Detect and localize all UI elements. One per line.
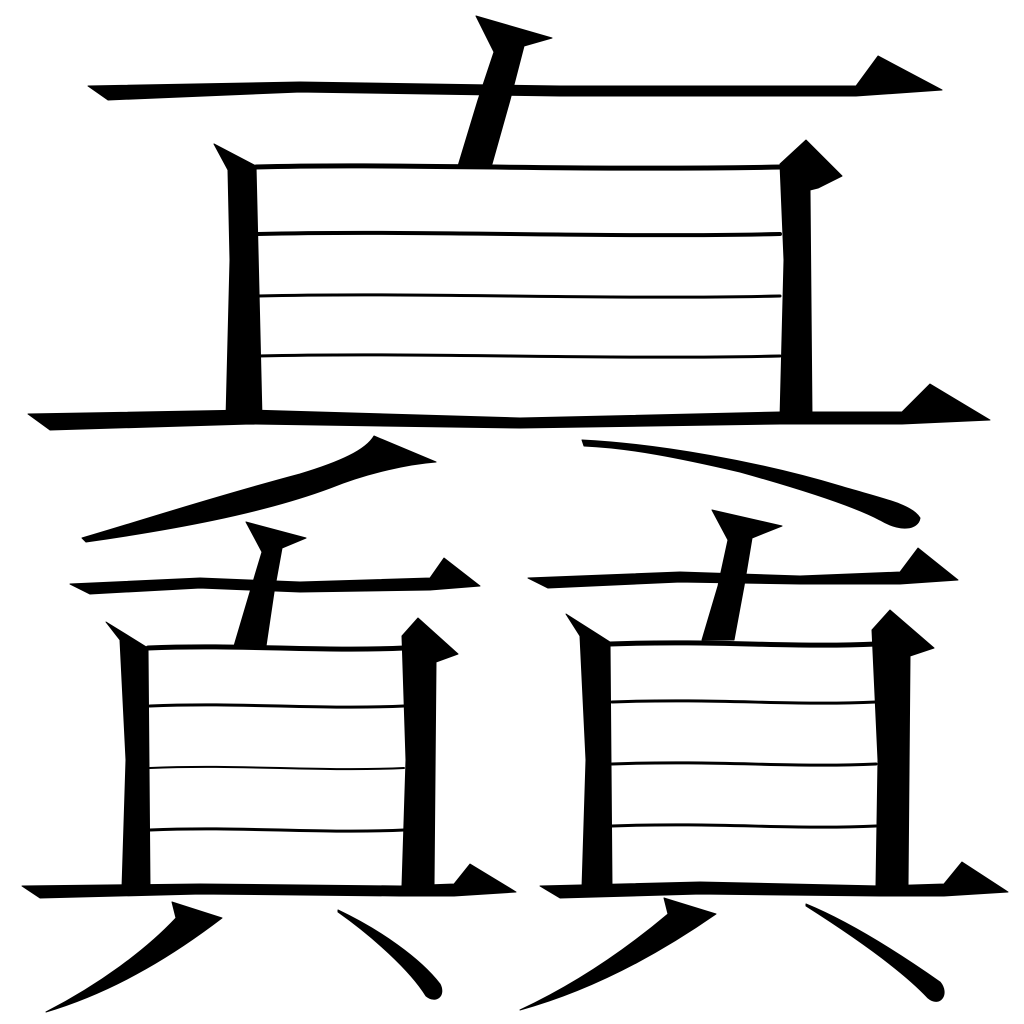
br-left-sweep-stroke: [519, 897, 717, 1011]
top-inner-line-2: [256, 293, 782, 299]
bl-base-horizontal-stroke: [21, 863, 517, 899]
top-base-horizontal-stroke: [27, 383, 991, 431]
bl-left-vertical-stroke: [105, 621, 151, 889]
br-right-dot-stroke: [805, 903, 945, 1002]
middle-strokes: [81, 435, 921, 543]
top-long-horizontal-stroke: [87, 55, 943, 101]
br-left-vertical-stroke: [565, 613, 613, 889]
top-inner-line-3: [256, 353, 782, 359]
bl-right-dot-stroke: [337, 909, 443, 1000]
middle-left-rising-stroke: [81, 435, 437, 543]
br-right-vertical-stroke: [871, 609, 935, 887]
bottom-right-component: [519, 509, 1009, 1011]
br-frame-top-line: [607, 640, 879, 648]
bl-inner-line-3: [148, 827, 406, 833]
br-horizontal-stroke: [527, 547, 959, 589]
bl-inner-line-2: [149, 765, 405, 771]
bottom-left-component: [21, 521, 517, 1013]
top-right-vertical-stroke: [779, 139, 843, 419]
bl-frame-top-line: [145, 644, 407, 652]
br-inner-line-2: [610, 761, 878, 767]
br-base-horizontal-stroke: [539, 861, 1009, 899]
middle-right-falling-stroke: [581, 439, 921, 529]
bl-horizontal-stroke: [69, 557, 481, 595]
top-left-vertical-stroke: [213, 143, 263, 419]
top-inner-line-1: [256, 230, 782, 238]
top-component: [27, 15, 991, 431]
bl-right-vertical-stroke: [401, 617, 459, 887]
bl-left-sweep-stroke: [45, 901, 223, 1013]
top-frame-top-line: [253, 163, 785, 171]
br-inner-line-1: [610, 699, 878, 705]
bl-inner-line-1: [148, 703, 406, 709]
br-inner-line-3: [610, 823, 878, 829]
